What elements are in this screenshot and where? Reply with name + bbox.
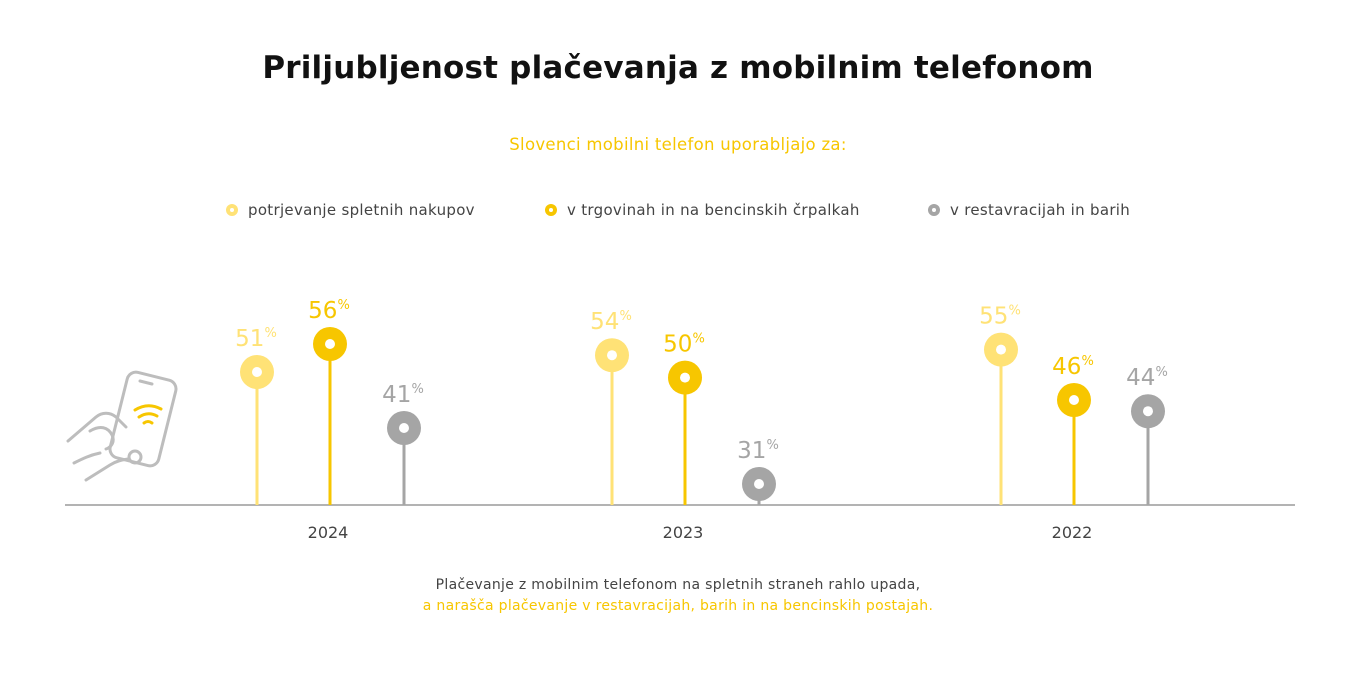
legend-marker-icon <box>545 204 557 216</box>
data-label: 51% <box>235 326 277 352</box>
lollipop-marker-center <box>399 423 409 433</box>
chart-subtitle: Slovenci mobilni telefon uporabljajo za: <box>509 135 847 154</box>
data-label: 44% <box>1126 365 1168 391</box>
legend-item-stores: v trgovinah in na bencinskih črpalkah <box>545 200 860 220</box>
lollipop-marker-center <box>754 479 764 489</box>
data-label: 50% <box>663 332 705 358</box>
lollipop-marker-center <box>1069 395 1079 405</box>
legend-marker-icon <box>928 204 940 216</box>
legend-item-restaurants: v restavracijah in barih <box>928 200 1130 220</box>
legend-item-online: potrjevanje spletnih nakupov <box>226 200 475 220</box>
legend-marker-icon <box>226 204 238 216</box>
chart-title: Priljubljenost plačevanja z mobilnim tel… <box>262 50 1094 86</box>
legend-label-online: potrjevanje spletnih nakupov <box>248 201 475 219</box>
x-tick-label: 2023 <box>663 523 704 542</box>
lollipop-marker-center <box>607 350 617 361</box>
x-tick-label: 2022 <box>1052 523 1093 542</box>
lollipop-marker-center <box>252 367 262 377</box>
data-label: 41% <box>382 382 424 408</box>
data-label: 31% <box>737 438 779 464</box>
data-label: 46% <box>1052 354 1094 380</box>
footer-line-1: Plačevanje z mobilnim telefonom na splet… <box>435 577 921 593</box>
footer-line-2: a narašča plačevanje v restavracijah, ba… <box>422 598 934 614</box>
legend-label-stores: v trgovinah in na bencinskih črpalkah <box>567 201 860 219</box>
data-label: 56% <box>308 298 350 324</box>
lollipop-marker-center <box>680 372 690 383</box>
data-label: 55% <box>979 304 1021 330</box>
legend-label-restaurants: v restavracijah in barih <box>950 201 1131 219</box>
data-label: 54% <box>590 309 632 335</box>
lollipop-marker-center <box>1143 406 1153 417</box>
lollipop-marker-center <box>325 339 335 349</box>
lollipop-marker-center <box>996 344 1006 355</box>
phone-payment-icon <box>66 370 178 482</box>
x-tick-label: 2024 <box>308 523 349 542</box>
